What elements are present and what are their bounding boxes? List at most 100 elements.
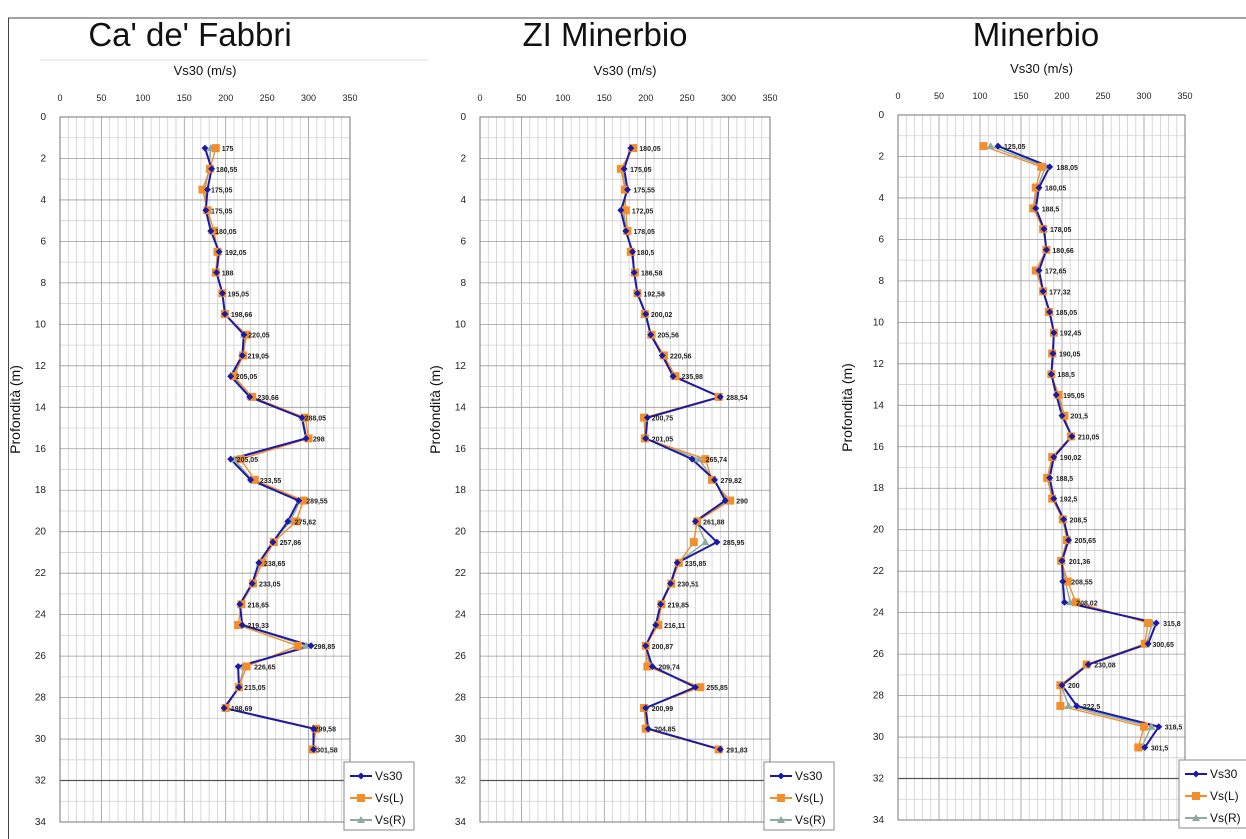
data-label: 125,05 [1004, 144, 1026, 151]
data-point-vs30 [1065, 536, 1073, 544]
data-label: 178,05 [633, 229, 655, 236]
data-label: 186,58 [641, 271, 663, 278]
data-point-vs30 [716, 393, 724, 401]
y-tick-label: 24 [455, 610, 467, 621]
data-point-vs30 [1058, 681, 1066, 689]
data-label: 180,05 [639, 146, 661, 153]
y-tick-label: 6 [40, 236, 46, 247]
data-point-vs30 [236, 600, 244, 608]
data-point-vs30 [669, 372, 677, 380]
x-tick-label: 300 [301, 93, 316, 103]
y-tick-label: 34 [455, 817, 467, 828]
data-point-vsl [292, 517, 301, 526]
data-point-vsl [1071, 598, 1080, 607]
data-point-vs30 [1035, 184, 1043, 192]
data-point-vs30 [1050, 453, 1058, 461]
data-point-vs30 [648, 662, 656, 670]
data-label: 178,05 [1050, 227, 1072, 234]
y-tick-label: 24 [35, 610, 47, 621]
plot-area-border [59, 116, 351, 823]
data-point-vs30 [673, 559, 681, 567]
data-label: 290 [736, 499, 748, 506]
legend-label: Vs(L) [1210, 789, 1239, 803]
data-label: 175,05 [211, 188, 233, 195]
data-label: 200,87 [652, 644, 674, 651]
legend-box [343, 761, 415, 831]
data-point-vs30 [713, 538, 721, 546]
data-label: 185,05 [1056, 310, 1078, 317]
data-label: 222,5 [1083, 704, 1101, 711]
y-tick-label: 34 [35, 817, 47, 828]
y-tick-label: 22 [873, 566, 885, 577]
y-tick-label: 14 [873, 400, 885, 411]
data-point-vs30 [1155, 723, 1163, 731]
data-label: 208,55 [1071, 580, 1093, 587]
x-tick-label: 150 [597, 93, 612, 103]
data-point-vs30 [1073, 702, 1081, 710]
y-tick-label: 16 [35, 444, 47, 455]
data-point-vs30 [1058, 557, 1066, 565]
data-point-vs30 [647, 331, 655, 339]
x-tick-label: 150 [177, 93, 192, 103]
x-tick-label: 50 [934, 91, 944, 101]
data-label: 195,05 [1063, 393, 1085, 400]
legend-marker [777, 794, 785, 802]
data-point-vs30 [642, 704, 650, 712]
data-label: 205,05 [237, 457, 259, 464]
data-label: 188 [222, 271, 234, 278]
data-point-vs30 [994, 142, 1002, 150]
data-label: 298,85 [314, 644, 336, 651]
data-label: 208,5 [1070, 517, 1088, 524]
y-tick-label: 8 [40, 278, 46, 289]
data-label: 188,5 [1056, 476, 1074, 483]
y-tick-label: 30 [455, 734, 467, 745]
legend-label: Vs(L) [795, 791, 824, 805]
x-tick-label: 200 [638, 93, 653, 103]
data-point-vs30 [652, 621, 660, 629]
data-label: 298 [313, 436, 325, 443]
data-point-vs30 [1141, 743, 1149, 751]
data-label: 210,05 [1078, 434, 1100, 441]
data-point-vs30 [227, 372, 235, 380]
y-tick-label: 30 [873, 732, 885, 743]
data-label: 172,65 [1045, 269, 1067, 276]
y-tick-label: 28 [873, 691, 885, 702]
data-point-vs30 [208, 165, 216, 173]
data-point-vsl [1037, 162, 1046, 171]
data-point-vs30 [248, 580, 256, 588]
data-point-vs30 [255, 559, 263, 567]
data-label: 238,65 [264, 561, 286, 568]
data-point-vs30 [240, 331, 248, 339]
y-tick-label: 12 [35, 361, 47, 372]
data-label: 172,05 [632, 208, 654, 215]
y-tick-label: 34 [873, 815, 885, 826]
data-label: 201,05 [652, 436, 674, 443]
y-tick-label: 24 [873, 608, 885, 619]
y-tick-label: 20 [35, 527, 47, 538]
legend-box [763, 761, 835, 831]
data-point-vs30 [284, 517, 292, 525]
data-point-vs30 [298, 414, 306, 422]
data-point-vs30 [235, 683, 243, 691]
y-tick-label: 10 [35, 319, 47, 330]
data-point-vs30 [1039, 287, 1047, 295]
chart-title-minerbio: Minerbio [972, 16, 1100, 53]
chart-title-ca-de-fabbri: Ca' de' Fabbri [88, 16, 292, 53]
plot-area-border [897, 114, 1186, 821]
y-tick-label: 28 [455, 693, 467, 704]
data-label: 180,55 [216, 167, 238, 174]
x-tick-label: 350 [342, 93, 357, 103]
data-label: 209,74 [658, 664, 680, 671]
data-label: 275,62 [295, 519, 317, 526]
data-point-vs30 [688, 455, 696, 463]
data-point-vs30 [628, 248, 636, 256]
chart-panel-0: Vs30 (m/s)0 50 100 150 200 250 300 350024681012… [7, 63, 415, 831]
data-point-vs30 [269, 538, 277, 546]
y-tick-label: 6 [460, 236, 466, 247]
x-axis-label: Vs30 (m/s) [1010, 61, 1073, 76]
data-label: 192,58 [643, 291, 665, 298]
data-label: 190,05 [1059, 351, 1081, 358]
x-axis-label: Vs30 (m/s) [174, 63, 237, 78]
